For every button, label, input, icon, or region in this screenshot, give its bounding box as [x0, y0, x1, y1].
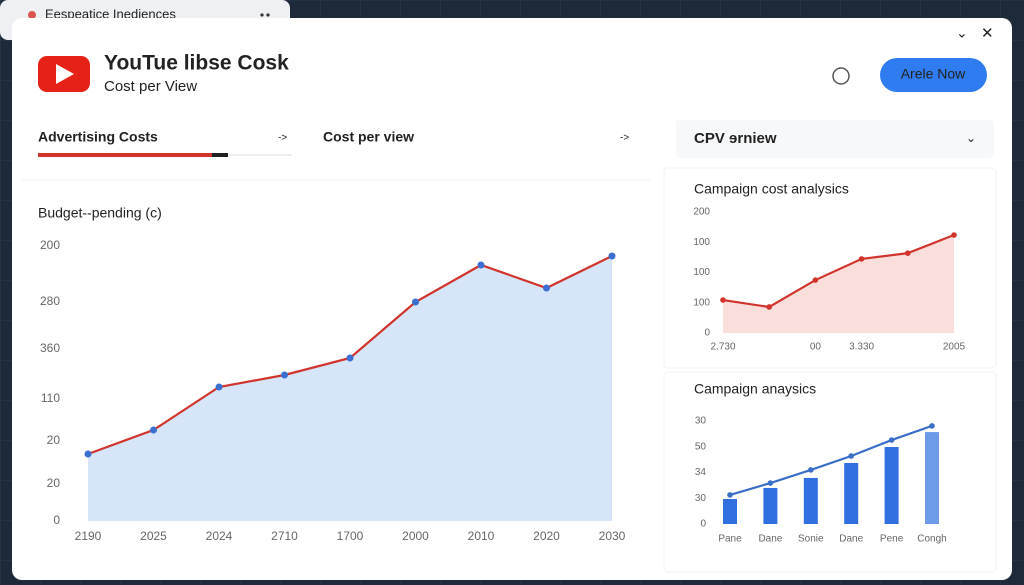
bar [884, 447, 899, 524]
y-tick-label: 100 [693, 237, 710, 248]
x-tick-label: 1700 [337, 529, 364, 543]
y-tick-label: 30 [695, 493, 707, 504]
marker [215, 383, 223, 391]
dropdown-label: CPV ɘrniew [694, 130, 777, 147]
marker [346, 354, 354, 362]
y-tick-label: 100 [693, 297, 710, 308]
y-tick-label: 0 [704, 328, 710, 339]
logo-play [56, 64, 74, 84]
x-tick-label: Sonie [798, 534, 824, 545]
tab-track [228, 154, 292, 156]
marker [543, 284, 550, 292]
x-tick-label: 2.730 [710, 342, 735, 353]
bar [803, 477, 818, 524]
tab-title: Eespeatice Inediences [45, 6, 176, 21]
marker [84, 450, 92, 458]
dropdown-caret: ⌄ [966, 131, 976, 145]
support-icon[interactable] [832, 67, 850, 85]
marker [905, 250, 911, 256]
area [723, 234, 954, 333]
tab-arrow: -> [278, 133, 287, 144]
y-tick-label: 34 [695, 467, 707, 478]
marker [808, 467, 814, 473]
y-tick-label: 200 [693, 207, 710, 218]
x-tick-label: Dane [758, 534, 782, 545]
marker [888, 437, 895, 443]
x-tick-label: 2000 [402, 529, 429, 543]
marker [858, 256, 865, 262]
marker [150, 426, 157, 434]
tab-indicator-end [212, 153, 228, 157]
app-subtitle: Cost per View [104, 78, 197, 95]
x-tick-label: 3.330 [849, 342, 874, 353]
marker [720, 297, 726, 303]
x-tick-label: 2710 [271, 529, 298, 543]
x-tick-label: Pene [880, 534, 904, 545]
line [729, 424, 933, 496]
bar [723, 499, 737, 524]
marker [281, 371, 288, 379]
bar [763, 487, 778, 524]
dropdown[interactable] [676, 120, 994, 158]
y-tick-label: 50 [695, 441, 707, 452]
y-tick-label: 20 [47, 476, 61, 490]
marker [848, 453, 854, 459]
y-tick-label: 0 [700, 519, 706, 530]
marker [727, 492, 733, 498]
x-tick-label: 2024 [206, 529, 233, 543]
y-tick-label: 360 [40, 341, 60, 355]
chart-title: Budget--pending (c) [38, 205, 162, 221]
marker [766, 304, 772, 310]
marker [477, 261, 485, 269]
x-tick-label: 2010 [468, 529, 495, 543]
marker [608, 252, 616, 260]
panel [663, 371, 997, 573]
y-tick-label: 0 [53, 513, 60, 527]
x-tick-label: 2005 [943, 342, 966, 353]
tab-arrow: -> [620, 133, 629, 144]
marker [412, 298, 419, 306]
tab[interactable]: Cost per view [323, 129, 414, 145]
marker [812, 277, 819, 283]
app-title: YouTue libse Cosk [104, 52, 289, 75]
marker [951, 232, 957, 238]
bar [844, 462, 859, 524]
x-tick-label: Pane [718, 534, 742, 545]
y-tick-label: 30 [695, 416, 707, 427]
y-tick-label: 100 [693, 267, 710, 278]
y-tick-label: 280 [40, 294, 60, 308]
bar [925, 432, 939, 524]
marker [929, 423, 935, 429]
x-tick-label: 00 [810, 342, 822, 353]
y-tick-label: 200 [40, 238, 60, 252]
x-tick-label: 2030 [599, 529, 626, 543]
y-tick-label: 20 [47, 433, 61, 447]
line [722, 233, 955, 309]
tab[interactable]: Advertising Costs [38, 129, 158, 145]
tab-dot [28, 11, 36, 19]
x-tick-label: 2020 [533, 529, 560, 543]
x-tick-label: Dane [839, 534, 863, 545]
chart-title: Campaign anaysics [694, 381, 816, 397]
tab-menu [266, 13, 270, 17]
x-tick-label: 2190 [75, 529, 102, 543]
button-label: Arele Now [901, 66, 966, 82]
tab-menu[interactable] [260, 13, 264, 17]
marker [767, 480, 774, 486]
y-tick-label: 110 [41, 391, 60, 405]
close[interactable]: ✕ [981, 25, 994, 42]
x-tick-label: Congh [917, 534, 946, 545]
chart-title: Campaign cost analysics [694, 181, 849, 197]
x-tick-label: 2025 [140, 529, 167, 543]
tab-indicator [38, 153, 212, 157]
minimize[interactable]: ⌄ [956, 25, 968, 41]
primary-button[interactable] [880, 58, 987, 92]
area [88, 256, 612, 521]
